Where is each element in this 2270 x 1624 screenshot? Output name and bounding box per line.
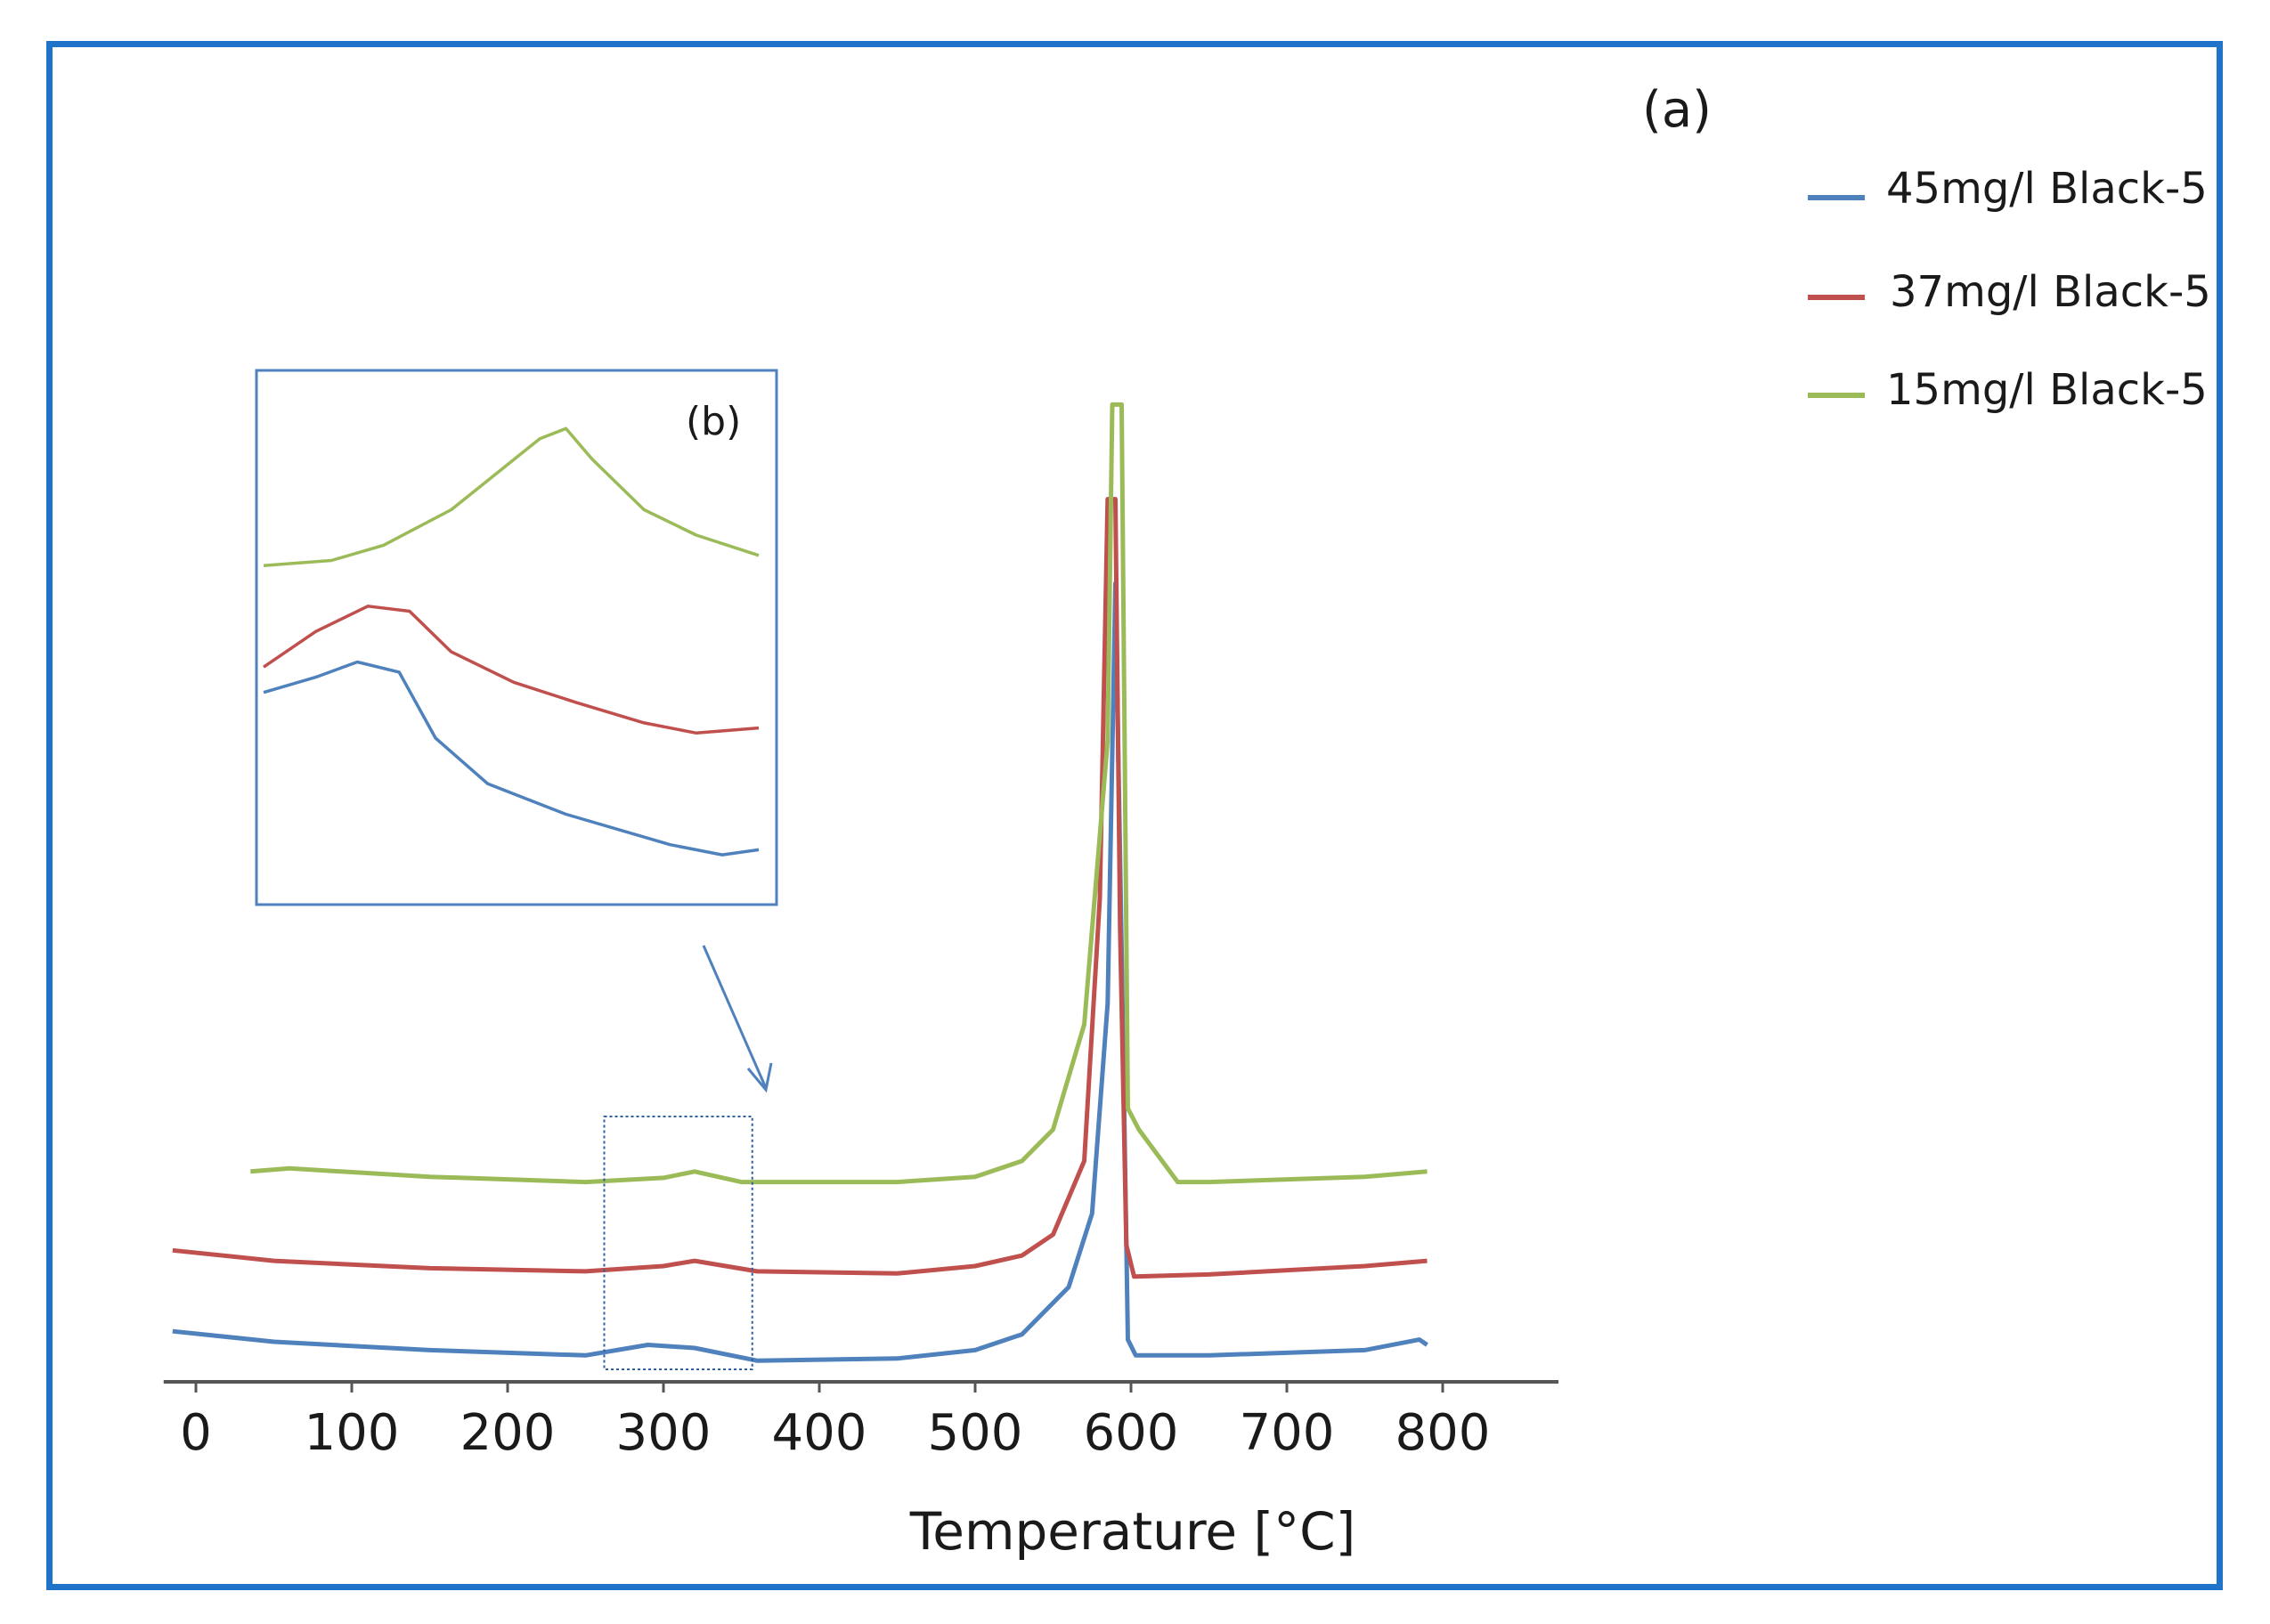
inset-lines: [263, 426, 760, 857]
x-tick-label-500: 500: [928, 1404, 1023, 1462]
series-line-1: [172, 581, 1428, 1363]
x-tick-label-300: 300: [616, 1404, 712, 1462]
legend-label-2: 37mg/l Black-5: [1890, 267, 2211, 317]
inset-series-line-3: [263, 426, 760, 567]
x-tick-label-600: 600: [1084, 1404, 1179, 1462]
panel-label: (a): [1642, 81, 1712, 139]
x-ticks: 0 100 200 300 400 500 600 700 800: [180, 1382, 1490, 1462]
x-tick-label-0: 0: [180, 1404, 212, 1462]
inset-arrow: [702, 945, 773, 1093]
legend: 45mg/l Black-5 37mg/l Black-5 15mg/l Bla…: [1808, 164, 2211, 415]
legend-label-1: 45mg/l Black-5: [1886, 164, 2208, 214]
zoom-region-box: [603, 1116, 753, 1370]
x-tick-label-700: 700: [1240, 1404, 1335, 1462]
series-line-2: [172, 497, 1428, 1279]
x-tick-label-400: 400: [772, 1404, 867, 1462]
x-tick-label-200: 200: [460, 1404, 556, 1462]
series-line-3: [250, 402, 1428, 1185]
x-tick-label-100: 100: [305, 1404, 400, 1462]
inset-series-line-1: [263, 660, 760, 857]
x-axis-title: Temperature [°C]: [909, 1501, 1356, 1562]
inset-label: (b): [686, 399, 741, 444]
legend-label-3: 15mg/l Black-5: [1886, 365, 2208, 415]
x-tick-label-800: 800: [1395, 1404, 1491, 1462]
inset-series-line-2: [263, 605, 760, 735]
series-lines: [172, 402, 1428, 1363]
inset-panel: [255, 369, 778, 906]
